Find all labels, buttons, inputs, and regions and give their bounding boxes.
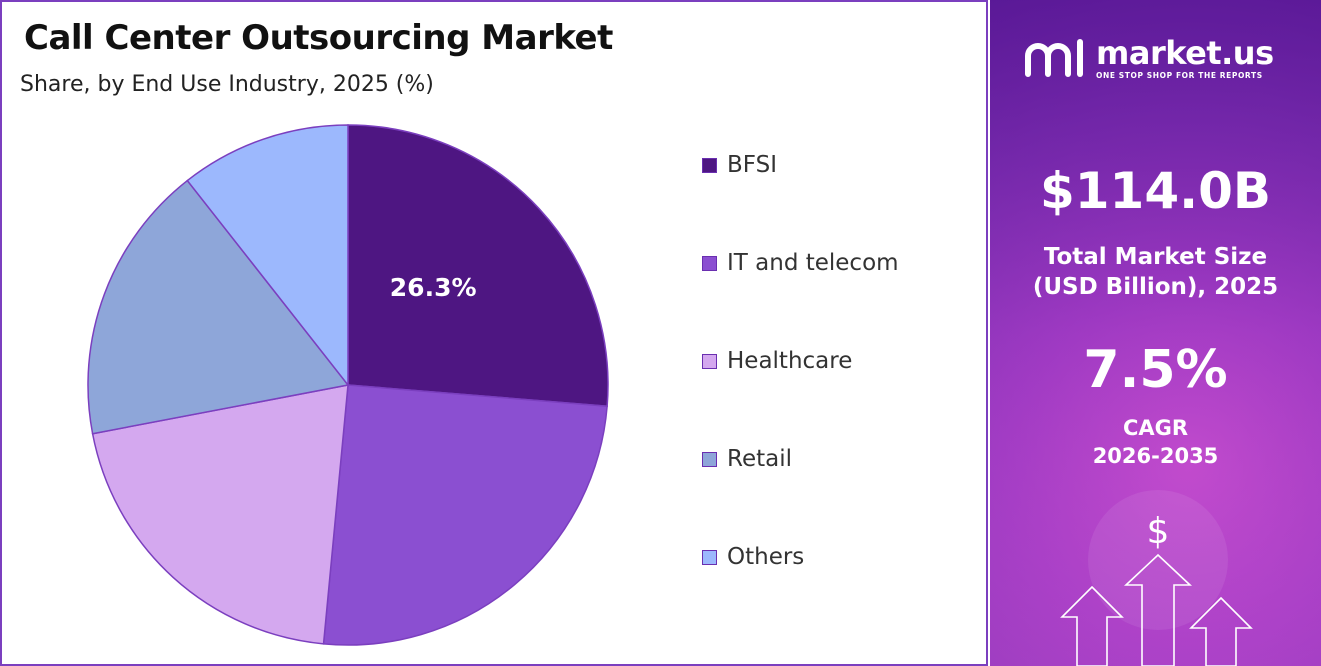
pie-slice-healthcare <box>91 384 349 645</box>
cagr-value: 7.5% <box>1083 340 1228 400</box>
legend-item: Retail <box>702 444 792 474</box>
brand-tagline: ONE STOP SHOP FOR THE REPORTS <box>1096 70 1263 80</box>
legend-label: Others <box>727 544 805 570</box>
legend-swatch <box>702 353 717 369</box>
up-arrow-icon <box>1189 596 1253 666</box>
chart-subtitle: Share, by End Use Industry, 2025 (%) <box>20 72 434 97</box>
legend-swatch <box>702 157 717 173</box>
market-size-label: Total Market Size (USD Billion), 2025 <box>990 242 1321 302</box>
cagr-label-line1: CAGR <box>1122 416 1189 440</box>
legend-swatch <box>702 549 717 565</box>
chart-panel: Call Center Outsourcing Market Share, by… <box>0 0 988 666</box>
pie-slice-retail <box>87 179 350 435</box>
brand-logo: market.us ONE STOP SHOP FOR THE REPORTS <box>1024 34 1274 82</box>
up-arrow-icon <box>1123 553 1193 666</box>
cagr-label: CAGR 2026-2035 <box>990 414 1321 470</box>
market-size-label-line2: (USD Billion), 2025 <box>1032 274 1279 300</box>
legend-item: Others <box>702 542 804 572</box>
legend-label: IT and telecom <box>727 250 899 276</box>
market-size-value: $114.0B <box>1039 162 1272 220</box>
summary-panel: $ market.us ONE STOP SHOP FOR THE REPORT… <box>990 0 1321 666</box>
chart-title: Call Center Outsourcing Market <box>24 18 613 58</box>
legend-label: Retail <box>727 446 792 472</box>
legend-item: BFSI <box>702 150 777 180</box>
market-us-logo-icon <box>1025 39 1083 77</box>
pie-slice-it-and-telecom <box>322 384 608 646</box>
pie-slice-bfsi <box>347 124 609 408</box>
growth-decoration: $ <box>1060 490 1253 666</box>
legend-swatch <box>702 255 717 271</box>
market-size-label-line1: Total Market Size <box>1043 244 1268 270</box>
up-arrow-icon <box>1060 585 1124 666</box>
pie-slice-others <box>186 124 349 388</box>
legend-label: BFSI <box>727 152 777 178</box>
legend-swatch <box>702 451 717 467</box>
pie-data-label: 26.3% <box>390 273 477 302</box>
legend-label: Healthcare <box>727 348 853 374</box>
dollar-icon: $ <box>1147 511 1170 552</box>
pie-chart: 26.3% <box>87 124 609 646</box>
coin-glow <box>1088 490 1228 630</box>
legend-item: Healthcare <box>702 346 852 376</box>
brand-name: market.us <box>1096 33 1274 72</box>
legend-item: IT and telecom <box>702 248 899 278</box>
cagr-label-line2: 2026-2035 <box>1092 444 1219 468</box>
panel-overlay <box>990 0 1321 666</box>
